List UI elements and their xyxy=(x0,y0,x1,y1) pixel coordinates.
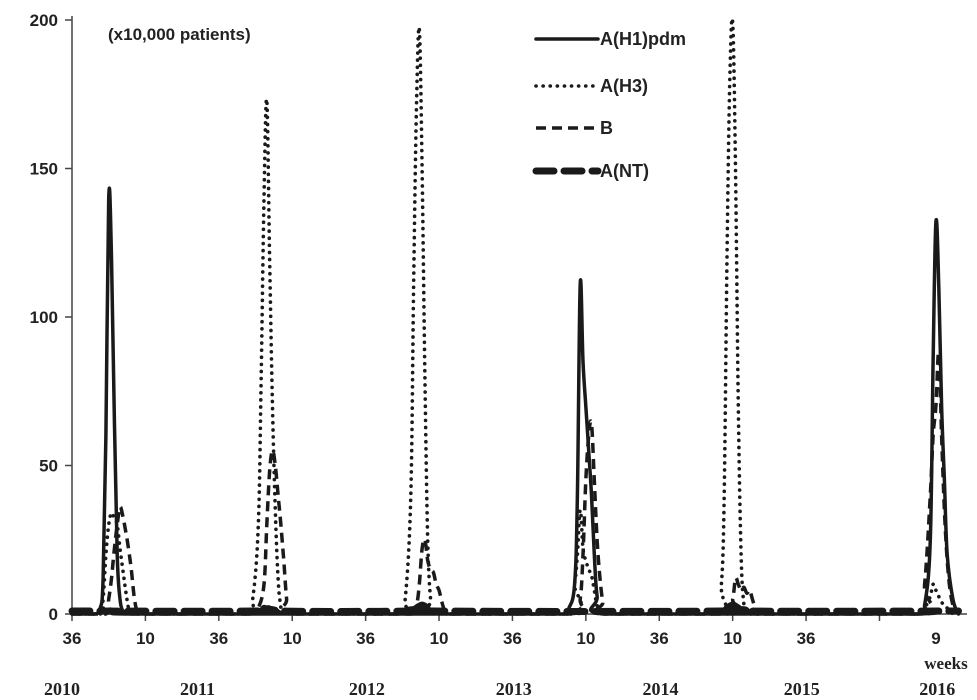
x-year-label: 2015 xyxy=(784,679,820,699)
series-line-b xyxy=(71,350,958,616)
x-week-tick-label: 36 xyxy=(503,629,522,648)
x-year-label: 2012 xyxy=(349,679,385,699)
x-year-label: 2014 xyxy=(643,679,679,699)
x-week-tick-label: 10 xyxy=(283,629,302,648)
y-tick-label: 50 xyxy=(39,457,58,476)
x-week-tick-label: 36 xyxy=(63,629,82,648)
labels-layer: 2010 2011 2012 2013 2014 2015 2016 weeks (x10,00… xyxy=(44,25,968,699)
x-week-tick-label: 10 xyxy=(723,629,742,648)
legend-label: A(NT) xyxy=(600,161,649,181)
x-axis-title: weeks xyxy=(924,654,968,673)
x-week-tick-label: 10 xyxy=(576,629,595,648)
series-line-a-h1-pdm xyxy=(70,186,961,616)
x-week-tick-label: 36 xyxy=(650,629,669,648)
y-tick-label: 200 xyxy=(30,11,58,30)
unit-note: (x10,000 patients) xyxy=(108,25,251,44)
x-week-tick-label: 9 xyxy=(931,629,940,648)
legend-label: A(H3) xyxy=(600,76,648,96)
y-tick-label: 0 xyxy=(49,605,58,624)
legend-label: B xyxy=(600,118,613,138)
y-tick-label: 150 xyxy=(30,160,58,179)
x-year-label: 2016 xyxy=(919,679,955,699)
x-week-tick-label: 36 xyxy=(209,629,228,648)
x-week-tick-label: 10 xyxy=(136,629,155,648)
y-tick-label: 100 xyxy=(30,308,58,327)
x-week-tick-label: 10 xyxy=(430,629,449,648)
legend-label: A(H1)pdm xyxy=(600,29,686,49)
x-week-tick-label: 36 xyxy=(797,629,816,648)
x-year-label: 2010 xyxy=(44,679,80,699)
legend: A(H1)pdm A(H3) B A(NT) xyxy=(532,29,686,181)
x-week-tick-label: 36 xyxy=(356,629,375,648)
series-line-a-h3- xyxy=(70,16,955,616)
x-year-label: 2011 xyxy=(180,679,215,699)
x-year-label: 2013 xyxy=(496,679,532,699)
series-layer xyxy=(68,16,962,616)
axes-layer: 0 50 100 150 200 36 10 36 10 36 10 36 10 36 10 36 9 xyxy=(30,11,967,648)
series-line-a-nt- xyxy=(68,601,962,615)
